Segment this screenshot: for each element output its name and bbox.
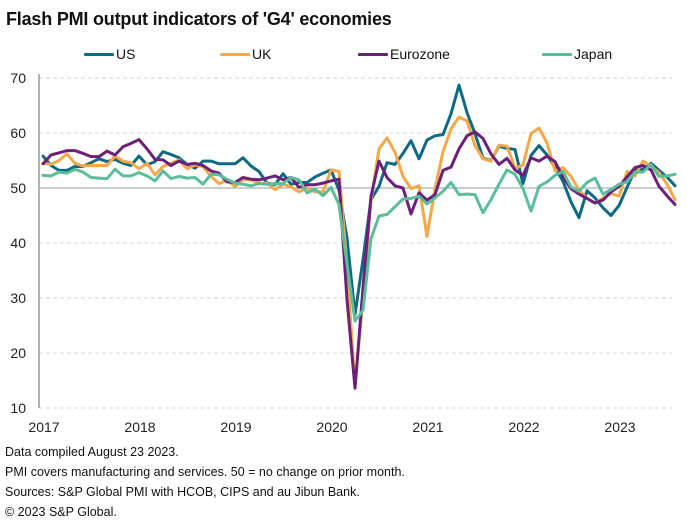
legend-label-uk: UK (252, 46, 272, 62)
legend: US UK Eurozone Japan (0, 46, 687, 66)
legend-item-uk: UK (220, 46, 271, 62)
footnotes: Data compiled August 23 2023. PMI covers… (5, 442, 405, 522)
y-tick-label: 70 (10, 70, 26, 86)
legend-swatch-eurozone (358, 52, 388, 56)
chart-title: Flash PMI output indicators of 'G4' econ… (6, 9, 392, 29)
legend-label-us: US (116, 46, 136, 62)
legend-label-eurozone: Eurozone (390, 46, 450, 62)
gridlines (39, 77, 672, 409)
x-tick-label: 2018 (124, 419, 155, 435)
x-tick-label: 2023 (604, 419, 635, 435)
x-tick-label: 2020 (316, 419, 347, 435)
series-line-us (41, 83, 677, 316)
x-tick-label: 2017 (28, 419, 59, 435)
line-chart: 10 20 30 40 50 60 70 2017 2018 2019 2020 2021 2022 20… (10, 70, 677, 435)
note-sources: Sources: S&P Global PMI with HCOB, CIPS … (5, 485, 360, 499)
legend-label-japan: Japan (574, 46, 613, 62)
y-tick-label: 10 (10, 400, 26, 416)
y-tick-label: 30 (10, 290, 26, 306)
x-tick-label: 2021 (412, 419, 443, 435)
y-tick-label: 50 (10, 180, 26, 196)
y-tick-label: 60 (10, 125, 26, 141)
series-lines (41, 83, 677, 390)
legend-swatch-us (84, 52, 114, 56)
legend-item-japan: Japan (542, 46, 612, 62)
tick-labels: 10 20 30 40 50 60 70 2017 2018 2019 2020 2021 2022 20… (10, 70, 635, 435)
y-tick-label: 20 (10, 345, 26, 361)
legend-swatch-japan (542, 52, 572, 56)
x-tick-label: 2022 (508, 419, 539, 435)
series-line-eurozone (41, 130, 677, 390)
note-data-compiled: Data compiled August 23 2023. (5, 445, 179, 459)
y-tick-label: 40 (10, 235, 26, 251)
legend-swatch-uk (220, 52, 250, 56)
series-line-japan (41, 162, 677, 323)
note-pmi-coverage: PMI covers manufacturing and services. 5… (5, 465, 405, 479)
note-copyright: © 2023 S&P Global. (5, 505, 117, 519)
legend-item-eurozone: Eurozone (358, 46, 450, 62)
x-tick-label: 2019 (220, 419, 251, 435)
legend-item-us: US (84, 46, 135, 62)
